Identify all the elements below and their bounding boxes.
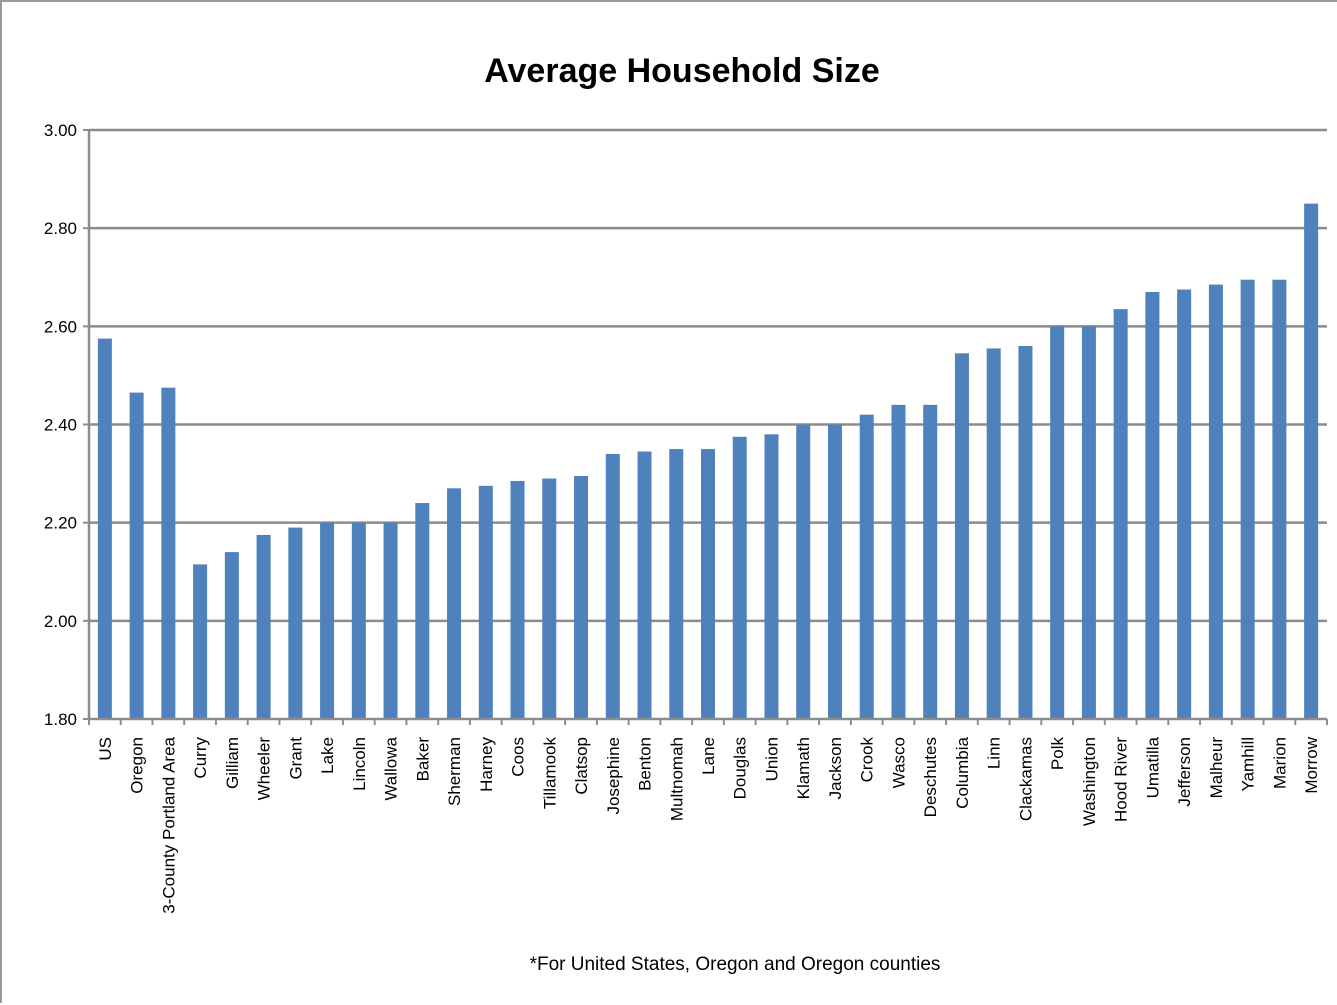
bar-sherman — [447, 488, 462, 719]
y-axis-tick-labels: 1.80 2.00 2.20 2.40 2.60 2.80 3.00 — [44, 121, 77, 729]
x-category-label: Gilliam — [223, 737, 242, 789]
bar-baker — [415, 503, 430, 719]
x-category-label: Malheur — [1207, 737, 1226, 799]
bar-harney — [478, 485, 493, 719]
x-category-label: Wallowa — [382, 736, 401, 800]
bars — [97, 203, 1319, 719]
x-category-label: US — [96, 737, 115, 761]
bar-union — [764, 434, 779, 719]
bar-us — [97, 338, 112, 719]
x-category-label: Douglas — [731, 737, 750, 799]
x-category-label: Sherman — [445, 737, 464, 806]
x-category-label: Coos — [509, 737, 528, 777]
bar-oregon — [129, 392, 144, 719]
x-category-label: Jefferson — [1175, 737, 1194, 807]
x-category-label: Grant — [286, 737, 305, 780]
x-category-label: Clatsop — [572, 737, 591, 795]
bar-tillamook — [542, 478, 557, 719]
x-category-label: Umatilla — [1143, 736, 1162, 798]
bar-columbia — [954, 353, 969, 719]
chart-title: Average Household Size — [484, 52, 880, 90]
x-category-label: Columbia — [953, 736, 972, 808]
bar-hood-river — [1113, 309, 1128, 719]
bar-malheur — [1208, 284, 1223, 719]
y-tick-label: 2.20 — [44, 514, 77, 533]
x-category-label: Multnomah — [667, 737, 686, 821]
bar-benton — [637, 451, 652, 719]
bar-coos — [510, 480, 525, 719]
x-category-label: Wheeler — [255, 737, 274, 801]
x-category-label: Clackamas — [1016, 737, 1035, 821]
x-category-label: Linn — [985, 737, 1004, 769]
bar-washington — [1081, 326, 1096, 719]
bar-clackamas — [1018, 345, 1033, 719]
x-category-label: 3-County Portland Area — [159, 736, 178, 913]
x-category-label: Polk — [1048, 737, 1067, 771]
bar-umatilla — [1145, 291, 1160, 719]
x-category-label: Harney — [477, 737, 496, 792]
x-category-label: Benton — [636, 737, 655, 791]
bar-douglas — [732, 436, 747, 719]
x-category-label: Tillamook — [540, 737, 559, 810]
bar-deschutes — [923, 404, 938, 719]
x-category-label: Yamhill — [1239, 737, 1258, 791]
bar-marion — [1272, 279, 1287, 719]
bar-3-county-portland-area — [161, 387, 176, 719]
bar-klamath — [796, 424, 811, 719]
x-category-label: Deschutes — [921, 737, 940, 817]
x-category-label: Lincoln — [350, 737, 369, 791]
x-category-label: Jackson — [826, 737, 845, 799]
bar-linn — [986, 348, 1001, 719]
bar-wallowa — [383, 522, 398, 719]
y-tick-label: 3.00 — [44, 121, 77, 140]
bar-jackson — [827, 424, 842, 719]
bar-gilliam — [224, 552, 239, 719]
y-tick-label: 2.40 — [44, 416, 77, 435]
x-category-label: Lane — [699, 737, 718, 775]
chart-annotation: *For United States, Oregon and Oregon co… — [530, 954, 941, 975]
bar-wheeler — [256, 534, 271, 719]
bar-grant — [288, 527, 303, 719]
x-category-label: Baker — [413, 737, 432, 782]
y-tick-label: 2.80 — [44, 219, 77, 238]
x-category-label: Union — [762, 737, 781, 781]
x-category-label: Curry — [191, 737, 210, 779]
x-category-label: Crook — [858, 737, 877, 783]
bar-josephine — [605, 453, 620, 719]
x-category-label: Morrow — [1302, 736, 1321, 793]
x-category-label: Josephine — [604, 737, 623, 815]
y-tick-label: 1.80 — [44, 710, 77, 729]
x-category-label: Hood River — [1112, 737, 1131, 822]
bar-lake — [320, 522, 335, 719]
bar-lane — [701, 449, 715, 719]
bar-multnomah — [669, 449, 684, 719]
x-category-label: Marion — [1270, 737, 1289, 789]
bar-polk — [1050, 326, 1065, 719]
x-category-label: Oregon — [128, 737, 147, 794]
bar-wasco — [891, 404, 906, 719]
x-axis-category-labels: US Oregon 3-County Portland Area Curry Gilli… — [96, 736, 1321, 913]
bar-clatsop — [574, 476, 589, 719]
bar-yamhill — [1240, 279, 1255, 719]
y-tick-label: 2.00 — [44, 612, 77, 631]
bar-jefferson — [1177, 289, 1192, 719]
y-tick-label: 2.60 — [44, 317, 77, 336]
bar-crook — [859, 414, 874, 719]
bar-morrow — [1304, 203, 1319, 719]
x-category-label: Lake — [318, 737, 337, 774]
axes — [87, 130, 1328, 725]
x-category-label: Klamath — [794, 737, 813, 799]
bar-lincoln — [351, 522, 366, 719]
bar-curry — [193, 564, 208, 719]
x-category-label: Wasco — [889, 737, 908, 788]
x-category-label: Washington — [1080, 737, 1099, 826]
